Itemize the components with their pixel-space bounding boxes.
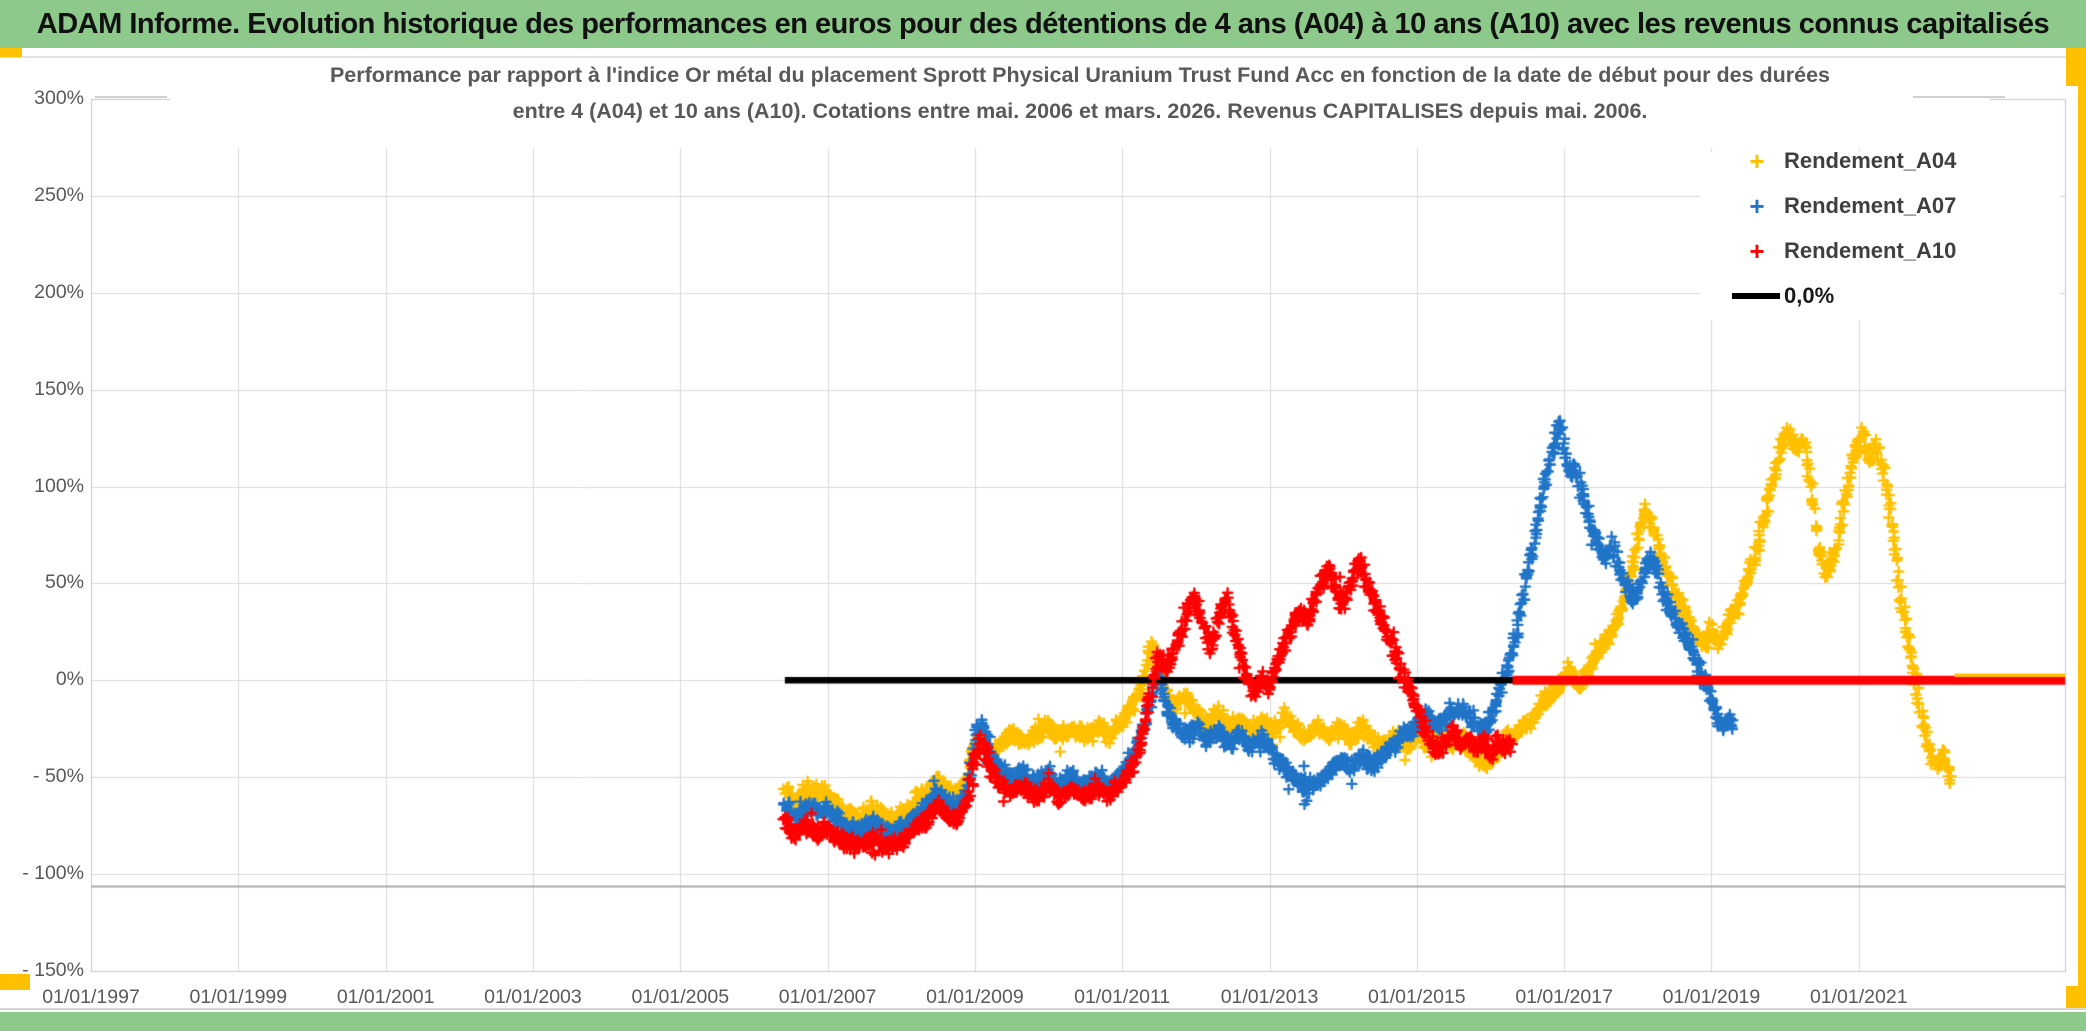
x-axis-tick-label: 01/01/2015: [1368, 986, 1466, 1008]
x-axis-tick-label: 01/01/2007: [778, 986, 877, 1008]
plus-marker-icon: +: [1749, 146, 1765, 176]
y-axis-tick-label: 0%: [55, 668, 84, 691]
y-axis-tick-label: 50%: [44, 571, 84, 594]
y-axis-tick-label: - 50%: [33, 765, 84, 788]
subtitle-flank-line-left: [95, 96, 167, 98]
legend-label-a07: Rendement_A07: [1784, 193, 1957, 218]
legend-item-zero: 0,0%: [1732, 281, 1835, 311]
y-axis-tick-label: 300%: [34, 87, 84, 109]
chart-subtitle: Performance par rapport à l'indice Or mé…: [170, 60, 1990, 148]
x-axis-tick-label: 01/01/2003: [484, 986, 582, 1008]
y-axis-tick-label: 150%: [34, 377, 84, 400]
y-axis-tick-label: - 150%: [22, 959, 84, 981]
legend-label-a04: Rendement_A04: [1784, 148, 1957, 173]
chart-subtitle-line2: entre 4 (A04) et 10 ans (A10). Cotations…: [512, 99, 1648, 123]
y-axis-tick-label: 250%: [34, 183, 84, 206]
x-axis-tick-label: 01/01/2019: [1662, 986, 1761, 1008]
legend-item-a07: + Rendement_A07: [1740, 191, 1956, 221]
x-axis-tick-label: 01/01/2005: [631, 986, 730, 1008]
legend-item-a04: + Rendement_A04: [1740, 146, 1956, 176]
black-line-swatch-icon: [1732, 293, 1780, 299]
x-axis-tick-label: 01/01/2001: [336, 986, 435, 1008]
x-axis-tick-label: 01/01/2013: [1220, 986, 1319, 1008]
legend-label-zero: 0,0%: [1784, 283, 1835, 308]
y-axis-tick-label: 100%: [34, 474, 84, 497]
chart-legend: + Rendement_A04 + Rendement_A07 + Rendem…: [1700, 148, 2060, 320]
chart-subtitle-line1: Performance par rapport à l'indice Or mé…: [329, 63, 1831, 87]
x-axis-tick-label: 01/01/2009: [926, 986, 1024, 1008]
plus-marker-icon: +: [1749, 236, 1765, 266]
x-axis-tick-label: 01/01/1999: [189, 986, 288, 1008]
plus-marker-icon: +: [1749, 191, 1765, 221]
x-axis-tick-label: 01/01/2017: [1515, 986, 1613, 1008]
x-axis-tick-label: 01/01/1997: [42, 986, 140, 1008]
y-axis-tick-label: 200%: [34, 280, 84, 303]
legend-item-a10: + Rendement_A10: [1740, 236, 1956, 266]
x-axis-tick-label: 01/01/2011: [1074, 986, 1171, 1008]
subtitle-flank-line-right: [1913, 96, 2005, 98]
y-axis-tick-label: - 100%: [22, 862, 84, 885]
x-axis-tick-label: 01/01/2021: [1809, 986, 1908, 1008]
legend-label-a10: Rendement_A10: [1784, 238, 1957, 263]
